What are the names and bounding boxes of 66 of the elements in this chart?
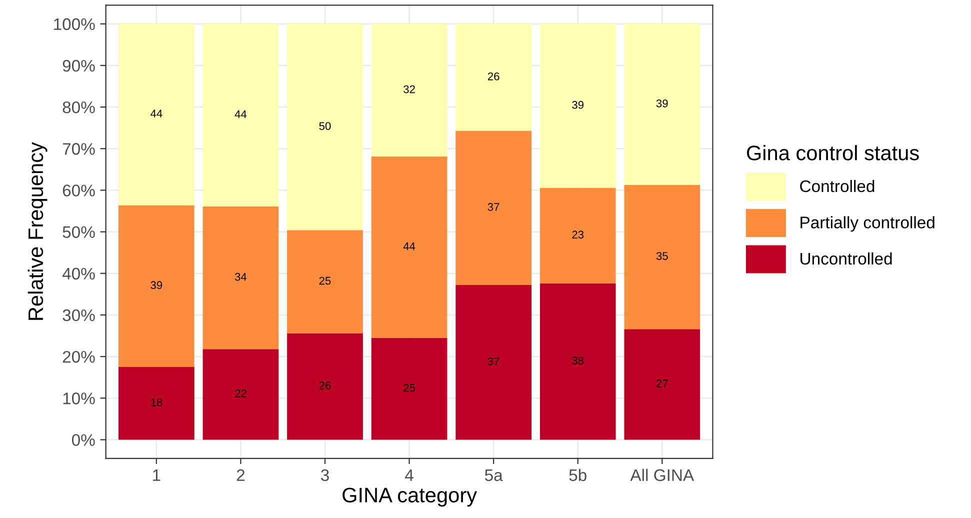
- y-tick-label: 100%: [54, 18, 95, 30]
- data-label: 39: [572, 100, 584, 109]
- y-tick-label: 30%: [62, 309, 95, 322]
- data-label: 26: [488, 72, 500, 80]
- data-label: 18: [151, 398, 162, 406]
- y-tick-label: 70%: [62, 143, 95, 155]
- bar: [287, 24, 363, 230]
- bar: [118, 366, 194, 440]
- data-label: 26: [319, 382, 331, 390]
- x-tick-label: 2: [236, 469, 244, 481]
- bar: [118, 205, 194, 367]
- y-tick-label: 60%: [62, 184, 95, 196]
- bar: [371, 156, 448, 338]
- data-label: 25: [319, 276, 331, 285]
- bar: [118, 24, 194, 206]
- bar: [371, 24, 448, 157]
- data-label: 27: [656, 380, 668, 388]
- x-tick-label: All GINA: [630, 468, 694, 482]
- bar: [624, 24, 700, 185]
- bar: [624, 329, 700, 440]
- x-axis-title: GINA category: [342, 488, 477, 507]
- y-tick-label: 50%: [62, 226, 95, 238]
- data-label: 23: [572, 230, 584, 239]
- data-label: 34: [234, 272, 247, 281]
- bar: [624, 184, 700, 330]
- data-label: 44: [150, 110, 162, 118]
- legend-label: Controlled: [800, 180, 874, 192]
- y-tick-label: 20%: [62, 350, 95, 363]
- data-label: 37: [488, 357, 500, 366]
- data-label: 25: [404, 384, 415, 392]
- data-label: 39: [656, 99, 668, 108]
- data-label: 50: [319, 122, 331, 130]
- bar: [540, 24, 616, 188]
- bar: [287, 333, 363, 440]
- y-tick-label: 80%: [62, 101, 95, 114]
- bar: [540, 283, 616, 440]
- y-tick-label: 10%: [63, 392, 95, 404]
- legend-label: Uncontrolled: [800, 252, 892, 265]
- bar: [456, 285, 532, 440]
- x-tick-label: 3: [320, 469, 329, 482]
- bar: [456, 130, 532, 286]
- x-tick-label: 5a: [484, 469, 503, 482]
- bar: [202, 24, 279, 206]
- data-label: 39: [150, 281, 162, 290]
- x-tick-label: 5b: [569, 468, 586, 482]
- data-label: 22: [235, 390, 246, 398]
- y-tick-label: 40%: [62, 268, 95, 280]
- y-axis-title: Relative Frequency: [28, 142, 48, 320]
- bar: [371, 338, 448, 440]
- bar: [456, 24, 532, 131]
- data-label: 32: [404, 85, 415, 94]
- legend-label: Partially controlled: [800, 216, 934, 232]
- bar: [202, 349, 279, 440]
- data-label: 37: [488, 203, 500, 211]
- data-label: 35: [656, 252, 668, 260]
- data-label: 44: [234, 110, 247, 118]
- bar: [287, 230, 363, 334]
- y-tick-label: 0%: [72, 434, 95, 446]
- y-tick-label: 90%: [62, 60, 95, 72]
- bar: [202, 206, 279, 350]
- x-tick-label: 1: [153, 469, 160, 481]
- data-label: 44: [403, 242, 416, 250]
- data-label: 38: [572, 356, 584, 365]
- legend-title: Gina control status: [746, 145, 919, 160]
- bar: [540, 188, 616, 284]
- x-tick-label: 4: [405, 469, 414, 481]
